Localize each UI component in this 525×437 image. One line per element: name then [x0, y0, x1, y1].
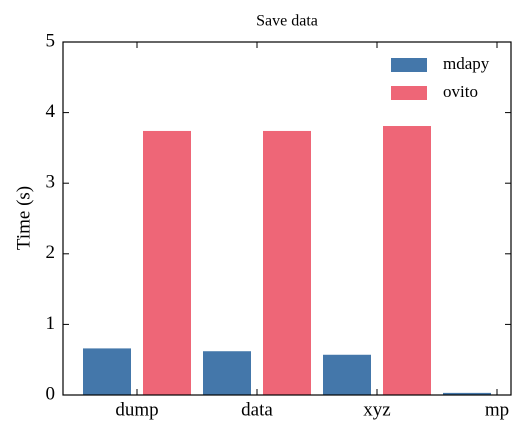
legend-swatch	[391, 86, 427, 100]
bar	[263, 130, 311, 395]
y-tick-label: 2	[46, 242, 56, 263]
y-tick-label: 0	[46, 383, 56, 404]
bar	[443, 392, 491, 395]
x-tick-label: xyz	[363, 399, 390, 420]
bar	[143, 130, 191, 395]
y-tick-label: 3	[46, 172, 56, 193]
legend-swatch	[391, 58, 427, 72]
y-tick-label: 5	[46, 30, 56, 51]
x-tick-label: data	[241, 399, 273, 420]
x-tick-label: mp	[485, 399, 509, 420]
plot-frame	[62, 41, 512, 396]
bar	[83, 348, 131, 395]
chart-title: Save data	[256, 13, 318, 30]
y-tick-label: 1	[46, 313, 56, 334]
x-tick-label: dump	[115, 399, 158, 420]
bar	[203, 351, 251, 395]
y-tick-label: 4	[46, 101, 56, 122]
bar	[323, 354, 371, 395]
bar	[383, 126, 431, 395]
y-axis-label: Time (s)	[13, 186, 34, 250]
legend-label: mdapy	[443, 54, 490, 73]
legend-label: ovito	[443, 82, 478, 101]
